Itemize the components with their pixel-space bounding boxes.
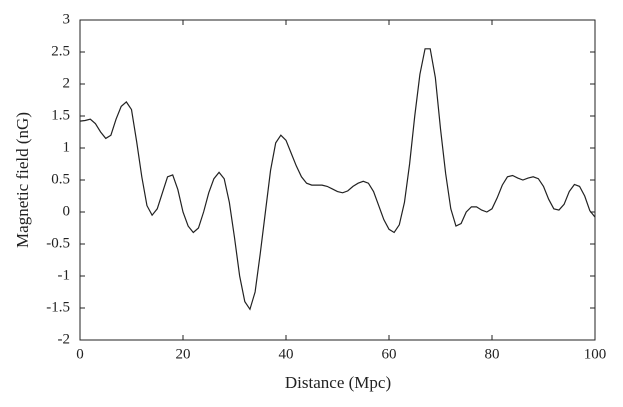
y-tick-label: 3 — [63, 11, 71, 27]
y-tick-label: 0.5 — [51, 171, 70, 187]
x-tick-label: 40 — [279, 346, 294, 362]
plot-frame — [79, 19, 596, 341]
y-axis-label: Magnetic field (nG) — [13, 112, 32, 248]
x-tick-label: 100 — [584, 346, 607, 362]
y-tick-label: 0 — [63, 203, 71, 219]
x-tick-label: 80 — [485, 346, 500, 362]
y-tick-label: -2 — [58, 331, 71, 347]
data-line — [79, 48, 596, 311]
x-tick-label: 60 — [382, 346, 397, 362]
y-tick-label: -1 — [58, 267, 71, 283]
x-tick-label: 0 — [76, 346, 84, 362]
y-tick-label: -0.5 — [46, 235, 70, 251]
x-axis-label: Distance (Mpc) — [285, 373, 391, 392]
y-tick-label: 2.5 — [51, 43, 70, 59]
y-tick-label: 1 — [63, 139, 71, 155]
y-tick-label: 2 — [63, 75, 71, 91]
y-tick-label: 1.5 — [51, 107, 70, 123]
x-tick-label: 20 — [176, 346, 191, 362]
y-tick-label: -1.5 — [46, 299, 70, 315]
